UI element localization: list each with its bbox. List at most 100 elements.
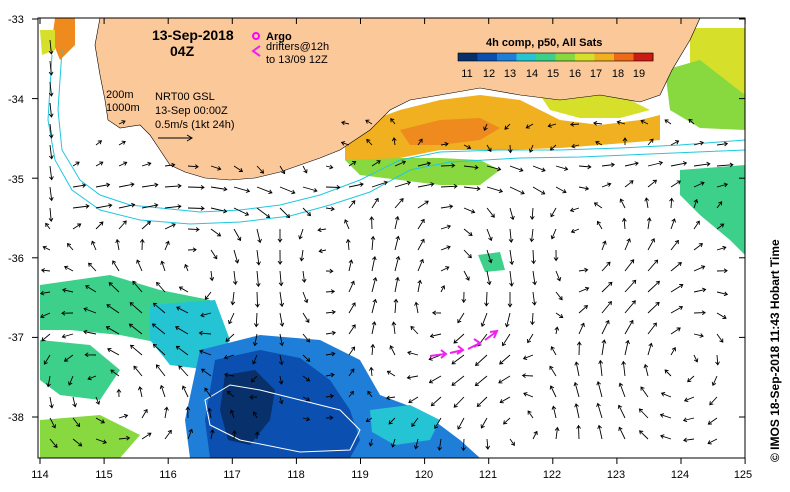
current-arrow: [369, 216, 375, 230]
current-arrow: [302, 416, 311, 422]
sst-west-coast-top: [52, 18, 75, 60]
current-arrow: [486, 228, 493, 242]
current-arrow: [555, 270, 562, 282]
current-arrow: [440, 245, 451, 251]
current-arrow: [509, 249, 515, 266]
current-arrow: [302, 375, 311, 382]
current-arrow: [118, 120, 126, 125]
current-arrow: [716, 162, 734, 168]
current-arrow: [341, 120, 350, 126]
sst-coastal-warm-orange: [400, 118, 500, 145]
current-arrow: [200, 312, 212, 318]
current-arrow: [601, 339, 607, 356]
current-arrow: [348, 200, 356, 209]
current-arrow: [233, 186, 251, 193]
current-arrow: [549, 385, 557, 398]
current-arrow: [48, 81, 54, 97]
current-arrow: [570, 228, 580, 234]
current-arrow: [647, 342, 653, 356]
current-arrow: [61, 333, 74, 339]
current-arrow: [715, 354, 720, 366]
current-arrow: [279, 207, 291, 219]
current-arrow: [527, 410, 534, 419]
scale-label: 0.5m/s (1kt 24h): [155, 119, 234, 131]
lon-label: 114: [31, 469, 49, 481]
current-arrow: [624, 180, 634, 188]
current-arrow: [670, 305, 684, 314]
current-arrow: [118, 220, 127, 230]
sst-coastal-green: [345, 158, 500, 185]
current-arrow: [348, 280, 355, 293]
current-arrow: [128, 323, 143, 335]
current-arrow: [476, 396, 488, 407]
scale-arrow-head: [186, 134, 193, 142]
current-arrow: [49, 396, 54, 409]
current-arrow: [530, 312, 535, 326]
current-arrow: [555, 165, 569, 171]
current-arrow: [670, 218, 676, 230]
current-arrow: [198, 330, 212, 336]
current-arrow: [225, 333, 235, 342]
current-arrow: [670, 180, 681, 188]
colorbar-swatch: [594, 53, 615, 61]
current-arrow: [233, 207, 250, 216]
current-arrow: [670, 161, 688, 167]
current-arrow: [371, 255, 377, 272]
current-arrow: [601, 240, 607, 251]
current-arrow: [664, 369, 672, 377]
current-arrow: [624, 339, 630, 356]
current-arrow: [550, 207, 557, 218]
current-arrow: [176, 306, 189, 314]
current-arrow: [252, 411, 258, 419]
current-arrow: [550, 228, 557, 240]
current-arrow: [348, 324, 356, 335]
current-arrow: [716, 223, 725, 230]
current-arrow: [48, 186, 54, 202]
nrt-time: 13-Sep 00:00Z: [155, 105, 228, 117]
drifter-arrowhead-3: [473, 338, 482, 348]
current-arrow: [43, 354, 51, 365]
current-arrow: [660, 434, 672, 440]
current-arrow: [388, 417, 396, 425]
current-arrow: [233, 249, 240, 264]
current-arrow: [716, 291, 729, 297]
current-arrow: [40, 312, 51, 319]
current-arrow: [437, 438, 443, 451]
current-arrow: [670, 327, 681, 335]
current-arrow: [486, 144, 492, 153]
current-arrow: [105, 326, 120, 335]
current-arrow: [693, 333, 704, 338]
lon-label: 123: [607, 469, 625, 481]
current-arrow: [507, 292, 513, 308]
current-arrow: [118, 161, 128, 167]
lon-label: 124: [671, 469, 689, 481]
current-arrow: [624, 238, 631, 251]
current-arrow: [48, 102, 54, 118]
current-arrow: [571, 143, 580, 149]
colorbar-swatch: [497, 53, 517, 61]
colorbar-swatch: [516, 53, 537, 61]
current-arrow: [597, 424, 603, 440]
current-arrow: [461, 291, 467, 304]
current-arrow: [116, 388, 122, 398]
current-arrow: [369, 366, 374, 377]
current-arrow: [230, 291, 236, 306]
current-arrow: [716, 268, 728, 274]
current-arrow: [669, 197, 674, 209]
colorbar-tick-labels: 11 12 13 14 15 16 17 18 19: [461, 68, 645, 80]
current-arrow: [578, 267, 589, 273]
current-arrow: [368, 438, 374, 447]
current-arrow: [45, 222, 51, 230]
colorbar-swatch: [458, 53, 478, 61]
current-arrow: [598, 359, 604, 377]
lat-label: -33: [8, 14, 24, 26]
current-arrow: [325, 351, 336, 357]
current-arrow: [693, 140, 704, 146]
current-arrow: [164, 240, 170, 251]
cold-pool-outline: [204, 384, 361, 453]
colorbar-tick: 19: [633, 68, 645, 80]
current-arrow: [474, 375, 488, 387]
current-arrow: [429, 333, 442, 339]
current-arrow: [617, 404, 626, 419]
current-arrow: [42, 245, 51, 251]
